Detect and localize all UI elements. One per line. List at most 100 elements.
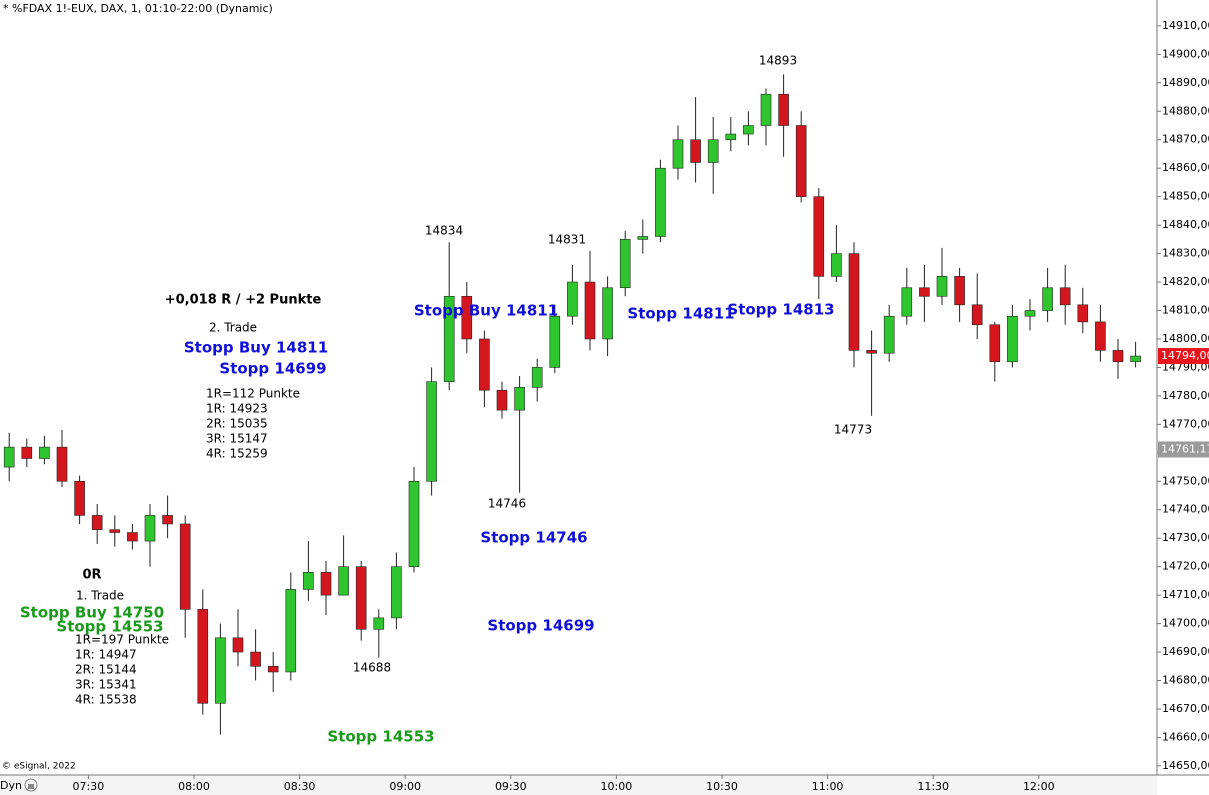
lock-ring	[24, 778, 38, 792]
stop-note: Stopp 14811	[627, 305, 734, 323]
target-note: 3R: 15341	[75, 678, 137, 692]
candle-body	[285, 589, 297, 673]
y-tick-label: 14810,00	[1162, 304, 1209, 317]
candle-body	[1059, 287, 1071, 306]
x-tick-label: 07:30	[73, 780, 105, 793]
target-note: 4R: 15538	[75, 693, 137, 707]
candle-body	[496, 389, 508, 411]
y-tick-label: 14860,00	[1162, 161, 1209, 174]
candle-body	[426, 381, 437, 482]
price-note: 14773	[834, 423, 872, 437]
candle-body	[655, 167, 666, 237]
candle-body	[549, 315, 561, 368]
y-tick-label: 14820,00	[1162, 275, 1209, 288]
price-marker-label: 14794,00	[1161, 349, 1209, 362]
candle-body	[3, 446, 15, 468]
price-marker-label: 14761,17	[1161, 442, 1209, 455]
stop-note: Stopp 14553	[327, 728, 434, 746]
y-tick-label: 14840,00	[1162, 218, 1209, 231]
candle-body	[567, 281, 578, 317]
y-tick-label: 14800,00	[1162, 332, 1209, 345]
y-tick-label: 14890,00	[1162, 76, 1209, 89]
y-tick-label: 14750,00	[1162, 474, 1209, 487]
candle-body	[91, 515, 103, 530]
candle-body	[215, 637, 226, 704]
stop-note: Stopp 14699	[219, 360, 326, 378]
candle-body	[373, 617, 385, 630]
x-tick-label: 11:00	[812, 780, 844, 793]
candle-body	[127, 532, 138, 542]
candle-body	[320, 572, 332, 596]
candle-body	[179, 523, 191, 610]
candle-body	[267, 665, 279, 673]
candle-body	[778, 93, 789, 126]
candle-body	[831, 253, 842, 277]
candle-body	[21, 446, 33, 459]
x-tick-label: 12:00	[1023, 780, 1055, 793]
price-marker	[1158, 348, 1209, 365]
stop-note: Stopp 14553	[56, 618, 163, 636]
candle-body	[813, 196, 825, 277]
candle-body	[866, 350, 877, 354]
candle-body	[901, 287, 913, 317]
candle-body	[936, 276, 948, 297]
candle-body	[619, 239, 631, 289]
candle-body	[1024, 310, 1036, 317]
target-note: 1R: 14923	[206, 402, 268, 416]
candle-body	[989, 324, 1001, 363]
y-tick-label: 14870,00	[1162, 133, 1209, 146]
y-tick-label: 14740,00	[1162, 503, 1209, 516]
candle-body	[109, 529, 121, 533]
candle-body	[602, 287, 613, 340]
price-note: 14746	[488, 497, 526, 511]
chart-title: * %FDAX 1!-EUX, DAX, 1, 01:10-22:00 (Dyn…	[3, 2, 273, 15]
price-axis-panel	[1157, 0, 1209, 795]
price-marker	[1158, 441, 1209, 458]
time-axis-panel	[0, 775, 1157, 795]
y-tick-label: 14670,00	[1162, 702, 1209, 715]
candle-body	[707, 139, 719, 163]
x-tick-label: 10:00	[601, 780, 633, 793]
candle-body	[743, 125, 754, 135]
y-tick-label: 14660,00	[1162, 730, 1209, 743]
y-tick-label: 14910,00	[1162, 19, 1209, 32]
target-note: 2R: 15144	[75, 663, 137, 677]
candles	[3, 74, 1141, 735]
lock-icon[interactable]	[24, 778, 38, 792]
trade-label: 2. Trade	[209, 321, 257, 335]
trade-label: 1. Trade	[76, 589, 124, 603]
candle-body	[232, 637, 244, 653]
y-tick-label: 14880,00	[1162, 104, 1209, 117]
candle-body	[303, 572, 314, 590]
target-note: 4R: 15259	[206, 447, 268, 461]
candle-body	[1130, 355, 1141, 363]
candle-body	[74, 480, 85, 516]
stop-note: Stopp 14699	[487, 617, 594, 635]
lock-body	[28, 784, 34, 789]
stop-note: Stopp Buy 14811	[414, 302, 558, 320]
y-tick-label: 14900,00	[1162, 47, 1209, 60]
result-note: 0R	[82, 568, 101, 583]
candle-body	[514, 387, 525, 411]
x-tick-label: 09:30	[495, 780, 527, 793]
stop-note: Stopp Buy 14750	[20, 604, 164, 622]
candle-body	[637, 236, 649, 240]
candle-body	[479, 338, 490, 391]
candle-body	[584, 281, 596, 340]
price-note: 14831	[548, 233, 586, 247]
candle-body	[355, 566, 367, 630]
x-tick-label: 09:00	[389, 780, 421, 793]
x-tick-label: 11:30	[917, 780, 949, 793]
stop-note: Stopp 14746	[480, 529, 587, 547]
result-note: +0,018 R / +2 Punkte	[165, 293, 322, 308]
target-note: 1R=112 Punkte	[206, 387, 300, 401]
price-note: 14688	[353, 661, 391, 675]
candle-body	[883, 315, 895, 354]
y-tick-label: 14680,00	[1162, 674, 1209, 687]
candle-body	[1077, 304, 1089, 323]
candle-body	[443, 295, 455, 382]
candle-body	[408, 480, 420, 567]
candle-body	[531, 367, 543, 388]
